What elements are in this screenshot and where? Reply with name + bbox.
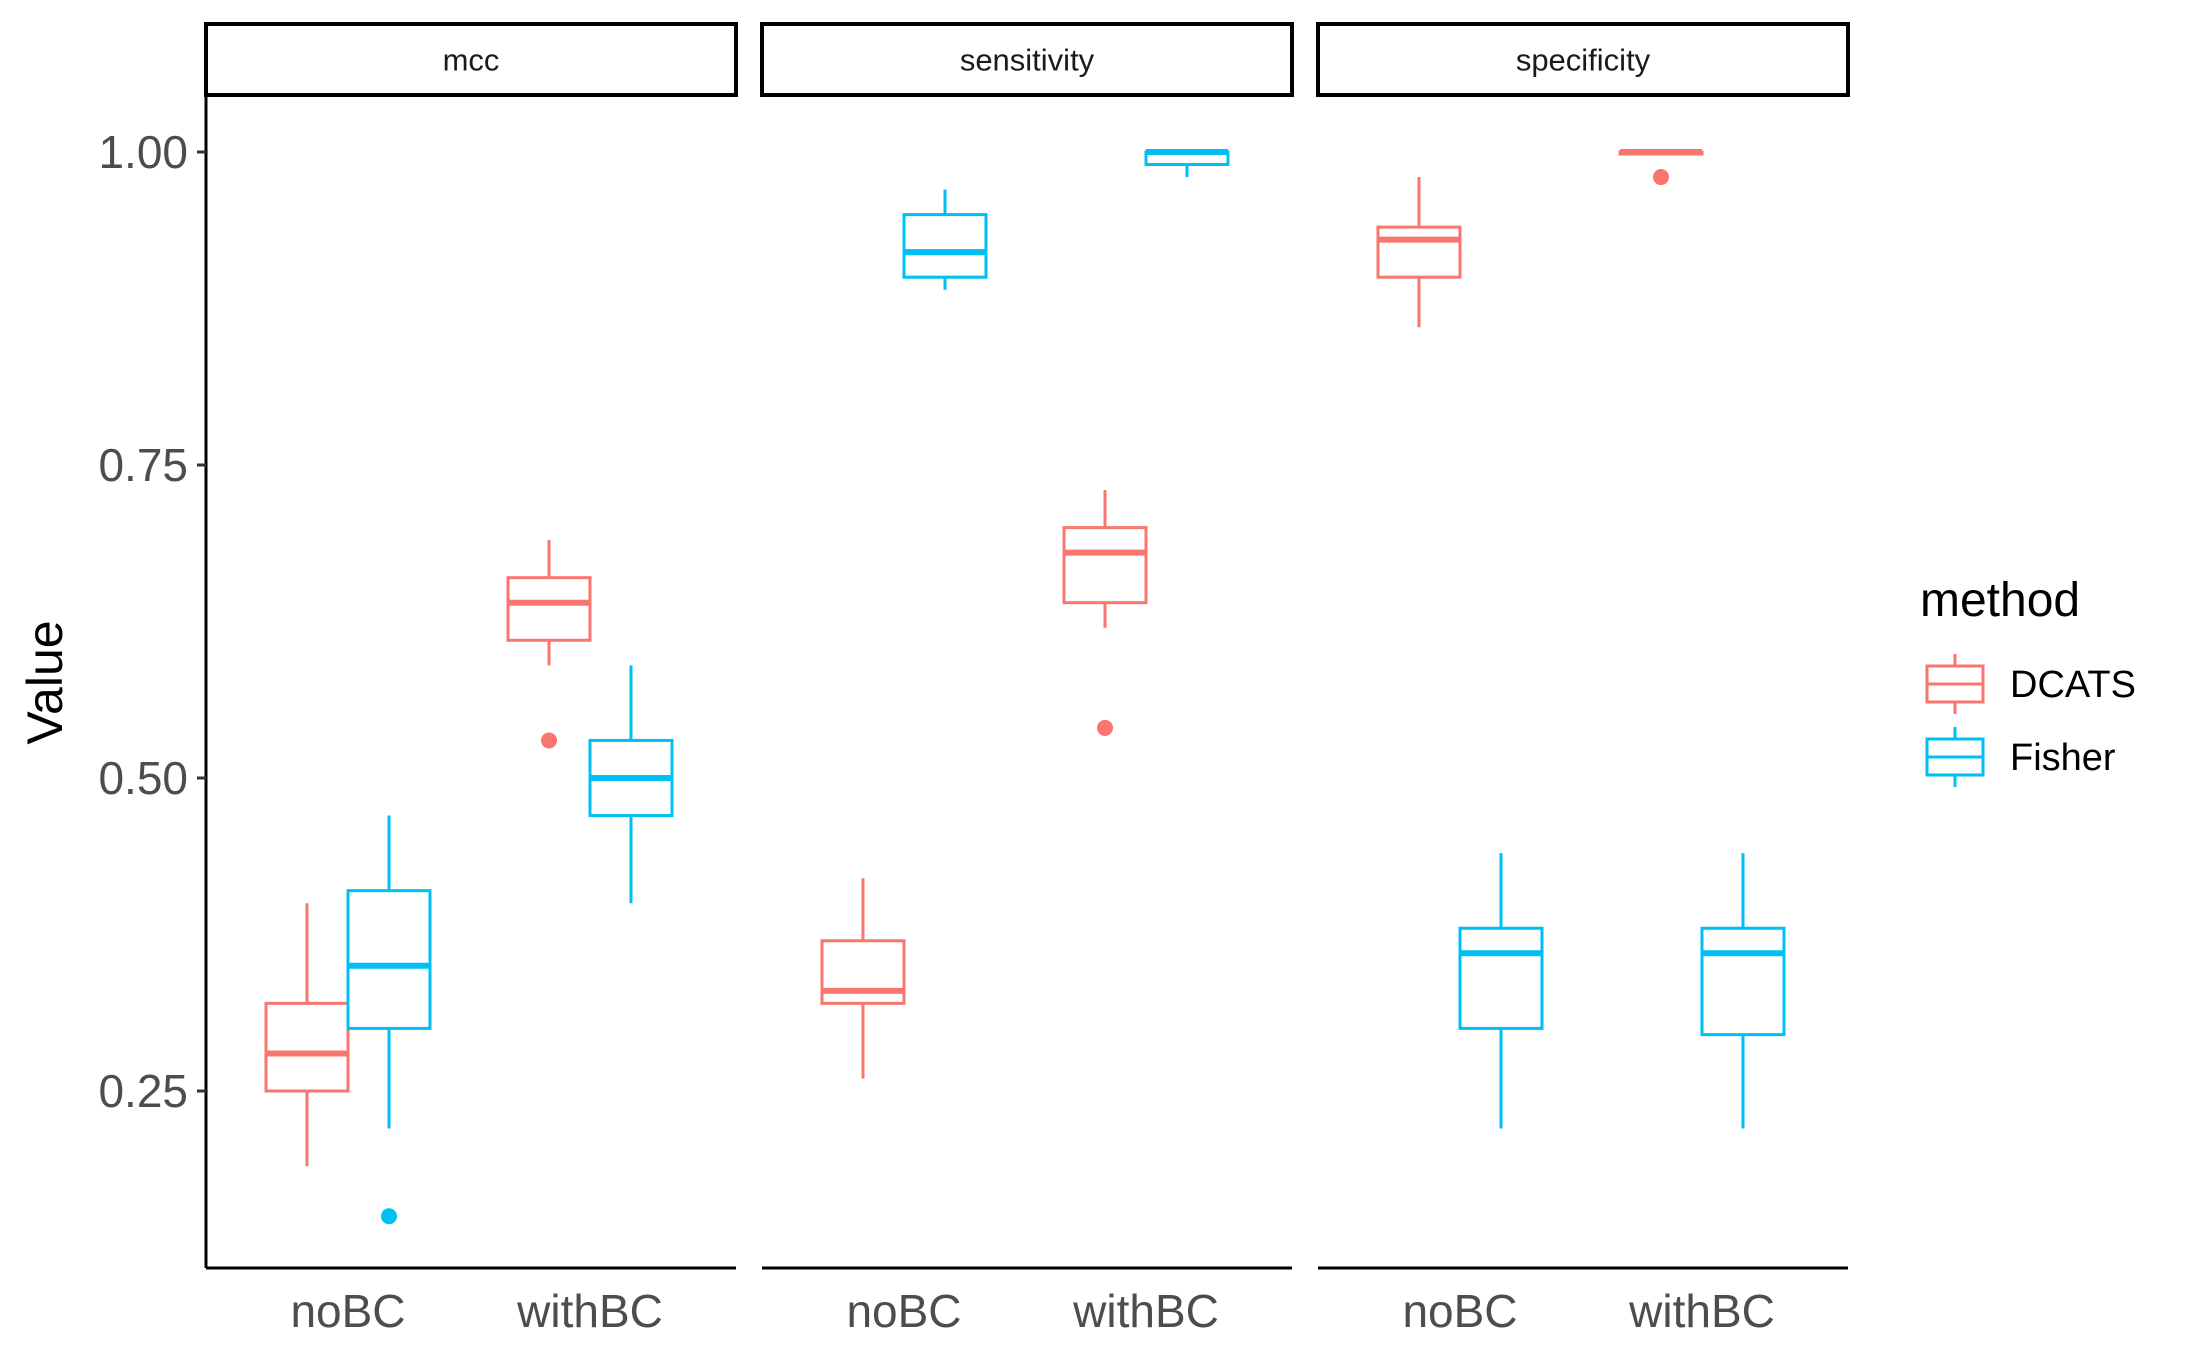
facet-panels: mcc sensitivity specificity	[204, 22, 1850, 97]
y-tick-label: 0.50	[98, 752, 188, 804]
box-body	[902, 213, 988, 279]
box-sensitivity-noBC-DCATS	[820, 878, 906, 1079]
legend-label-DCATS: DCATS	[2010, 664, 2136, 706]
box-mcc-withBC-Fisher	[588, 665, 674, 904]
box-specificity-withBC-Fisher	[1700, 853, 1786, 1129]
box-body	[1458, 926, 1544, 1030]
x-tick-label-sensitivity-noBC: noBC	[846, 1285, 961, 1337]
outlier-point	[1097, 719, 1113, 736]
y-tick-label: 1.00	[98, 126, 188, 178]
legend-key-DCATS	[1925, 654, 1985, 714]
box-marks	[264, 149, 1786, 1225]
x-tick-label-mcc-withBC: withBC	[516, 1285, 663, 1337]
x-tick-label-specificity-noBC: noBC	[1402, 1285, 1517, 1337]
box-body	[1700, 926, 1786, 1037]
outlier-point	[1653, 169, 1669, 186]
box-specificity-noBC-DCATS	[1376, 177, 1462, 328]
facet-strip-label-mcc: mcc	[443, 43, 500, 78]
legend: method DCATS Fisher	[1920, 574, 2136, 787]
box-sensitivity-noBC-Fisher	[902, 189, 988, 290]
y-axis-title: Value	[17, 620, 73, 744]
outlier-point	[381, 1208, 397, 1225]
outlier-point	[541, 732, 557, 749]
box-body	[346, 889, 432, 1030]
box-sensitivity-withBC-DCATS	[1062, 490, 1148, 736]
facet-strip-sensitivity	[760, 22, 1294, 97]
legend-key-Fisher	[1925, 727, 1985, 787]
legend-title: method	[1920, 574, 2080, 627]
y-tick-label: 0.75	[98, 439, 188, 491]
box-body	[1062, 526, 1148, 605]
box-body	[506, 576, 592, 642]
y-tick-label: 0.25	[98, 1065, 188, 1117]
box-mcc-noBC-DCATS	[264, 903, 350, 1167]
legend-label-Fisher: Fisher	[2010, 737, 2116, 779]
box-specificity-withBC-DCATS	[1618, 149, 1704, 186]
facet-strip-specificity	[1316, 22, 1850, 97]
axes: noBC withBC noBC withBC noBC withBC 0.25 0.50 0.…	[17, 97, 1848, 1337]
x-tick-label-sensitivity-withBC: withBC	[1072, 1285, 1219, 1337]
x-tick-label-mcc-noBC: noBC	[290, 1285, 405, 1337]
x-tick-label-specificity-withBC: withBC	[1628, 1285, 1775, 1337]
facet-strip-mcc	[204, 22, 738, 97]
box-body	[264, 1001, 350, 1093]
box-specificity-noBC-Fisher	[1458, 853, 1544, 1129]
box-mcc-withBC-DCATS	[506, 540, 592, 749]
facet-strip-label-specificity: specificity	[1516, 43, 1651, 78]
box-body	[1376, 225, 1462, 279]
box-body	[820, 939, 906, 1005]
box-sensitivity-withBC-Fisher	[1144, 149, 1230, 178]
box-mcc-noBC-Fisher	[346, 815, 432, 1225]
facet-strip-label-sensitivity: sensitivity	[960, 43, 1095, 78]
